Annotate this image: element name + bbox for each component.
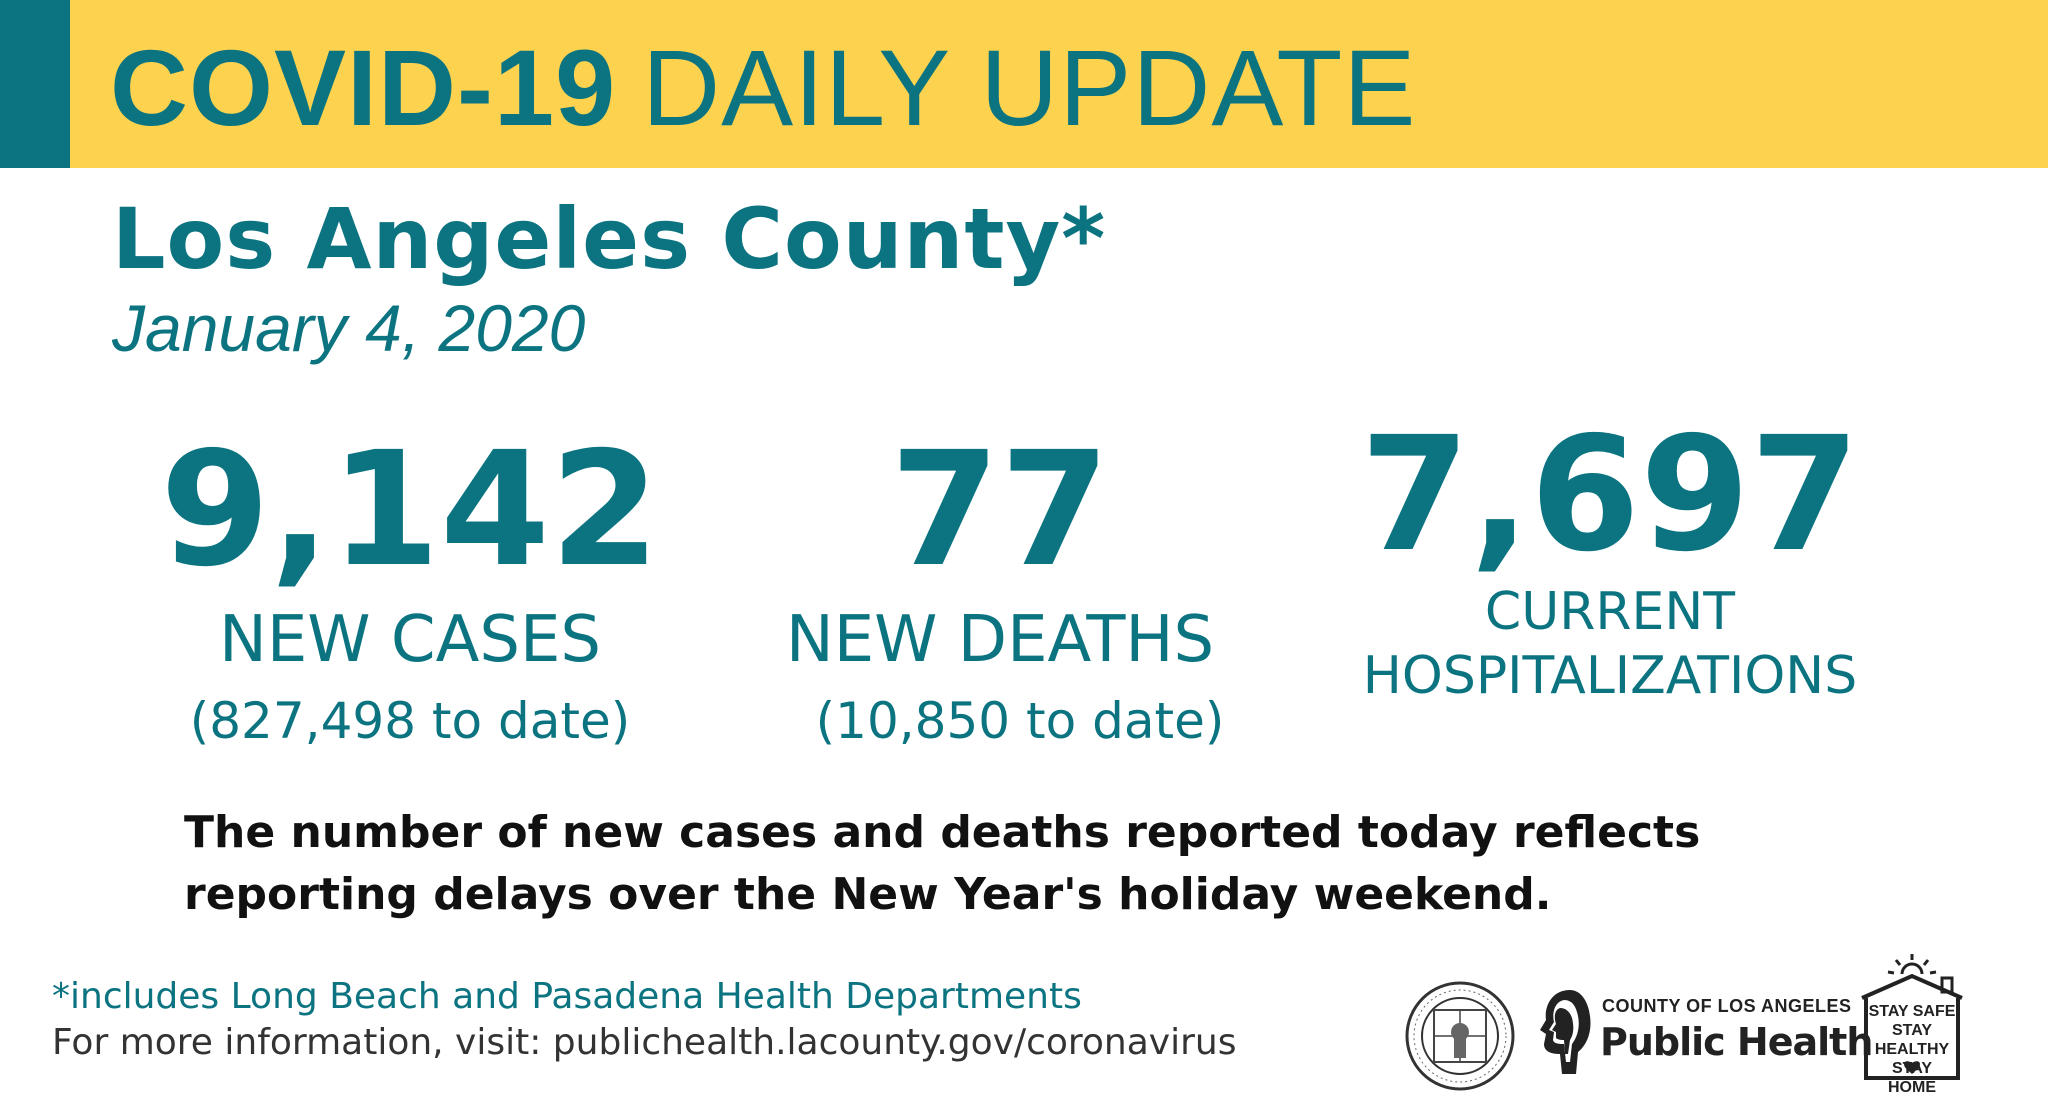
public-health-wordmark: Public Health [1600,1020,1873,1064]
stay-home-line: STAY HOME [1888,1060,1936,1096]
new-deaths-label: NEW DEATHS [785,603,1215,677]
banner-title: COVID-19 DAILY UPDATE [110,28,1416,148]
public-health-logo: COUNTY OF LOS ANGELES Public Health [1530,982,1873,1082]
footnote: *includes Long Beach and Pasadena Health… [52,976,1082,1017]
stay-safe-line: STAY SAFE [1868,1003,1956,1020]
report-date: January 4, 2020 [112,291,586,365]
more-info-line: For more information, visit: publichealt… [52,1022,1237,1063]
stay-healthy-line: STAY HEALTHY [1874,1022,1950,1058]
banner-title-bold: COVID-19 [110,27,617,148]
county-seal-icon [1405,981,1515,1091]
hospitalizations-label-current: CURRENT [1484,582,1736,642]
house-sun-icon [1861,954,1963,1080]
stay-safe-logo: STAY SAFE STAY HEALTHY STAY HOME [1858,952,1966,1096]
hospitalizations-label: HOSPITALIZATIONS [1362,646,1858,706]
stay-safe-text: STAY SAFE STAY HEALTHY STAY HOME [1866,1002,1958,1097]
stat-new-cases: 9,142 NEW CASES (827,498 to date) [160,420,660,756]
public-health-heads-icon [1540,990,1591,1074]
banner-title-normal: DAILY UPDATE [642,27,1417,148]
hospitalizations-value: 7,697 [1360,403,1860,587]
new-cases-label: NEW CASES [218,603,602,677]
deaths-to-date: (10,850 to date) [815,692,1225,750]
reporting-delay-note: The number of new cases and deaths repor… [184,807,1701,920]
public-health-county-text: COUNTY OF LOS ANGELES [1602,996,1852,1016]
new-deaths-value: 77 [890,418,1110,602]
stat-new-deaths: 77 NEW DEATHS (10,850 to date) [740,420,1260,756]
header-banner: COVID-19 DAILY UPDATE [0,0,2048,168]
banner-accent-bar [0,0,70,168]
cases-to-date: (827,498 to date) [189,692,631,750]
stat-hospitalizations: 7,697 CURRENT HOSPITALIZATIONS [1340,410,1880,708]
new-cases-value: 9,142 [160,418,660,602]
county-title: Los Angeles County* [112,190,1107,288]
